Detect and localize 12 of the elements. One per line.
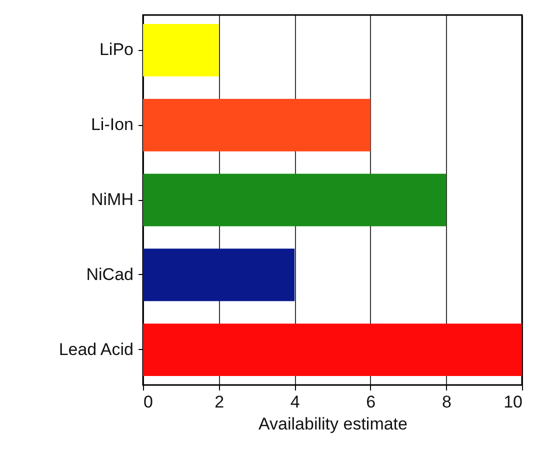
y-tick-label: Lead Acid [58,340,134,359]
x-tick-label: 2 [214,392,224,412]
x-tick-label: 6 [366,392,376,412]
x-axis-title: Availability estimate [258,414,408,434]
x-tick-label: 0 [144,392,153,412]
y-tick-label: NiMH [91,190,134,209]
x-tick-label: 8 [442,392,452,412]
y-tick-label: Li-Ion [90,115,134,134]
x-tick-label: 4 [290,392,300,412]
x-tick-label: 10 [504,392,522,412]
y-tick-label: LiPo [99,40,134,60]
y-tick-label: NiCad [86,264,134,284]
